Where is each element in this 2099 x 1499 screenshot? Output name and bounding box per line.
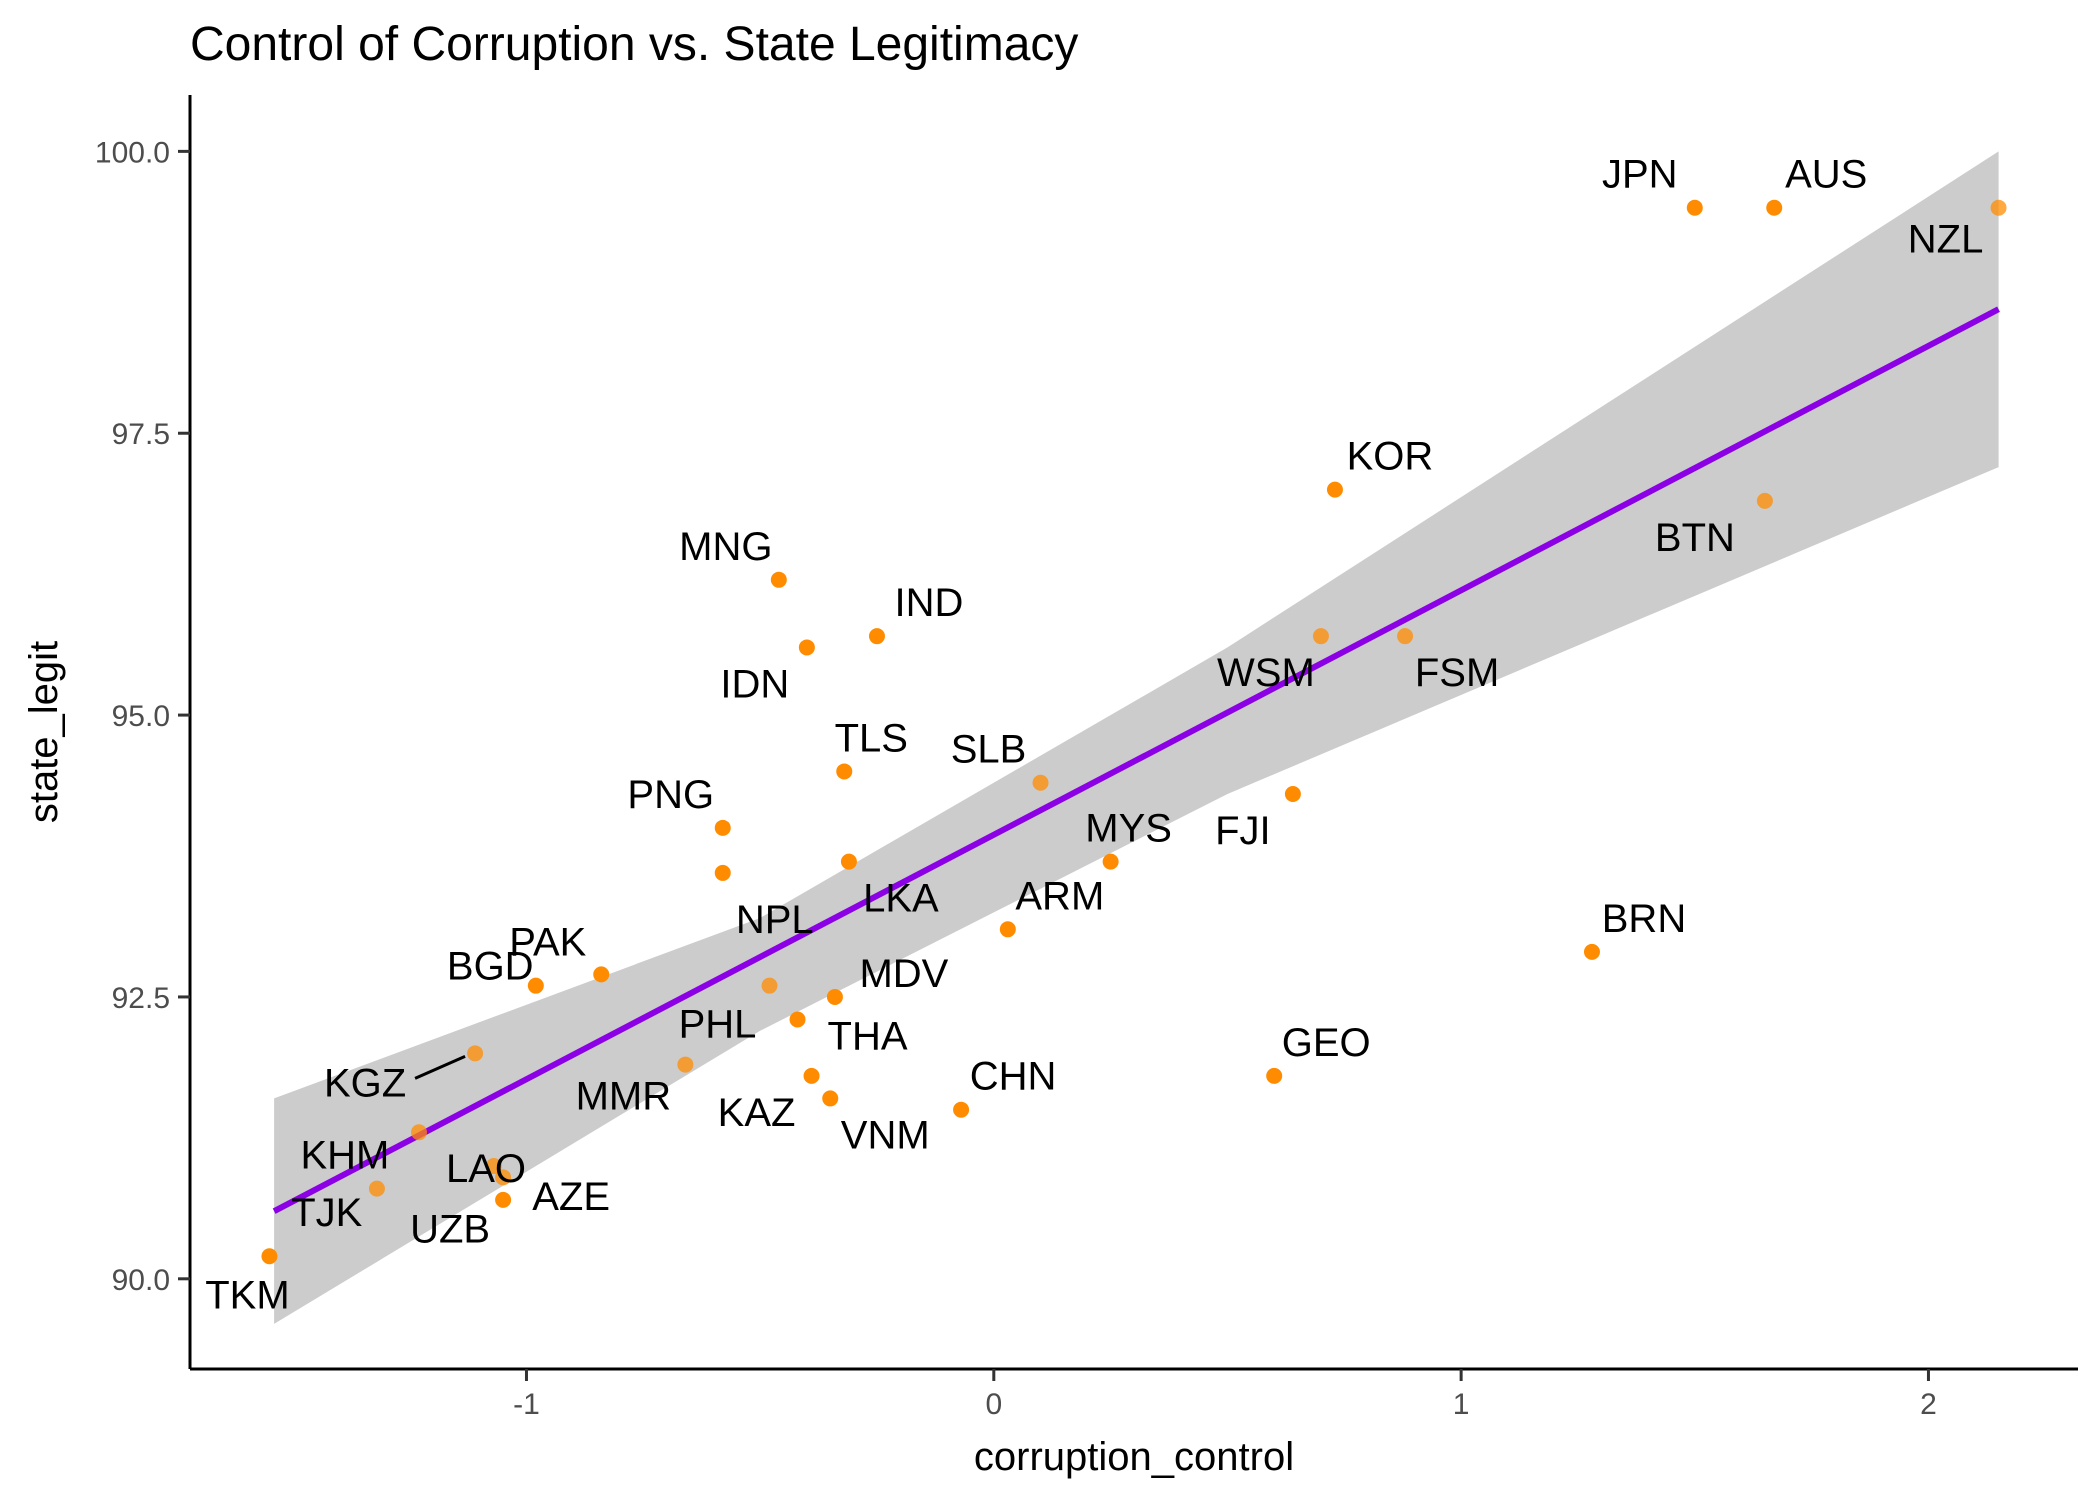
chart-title: Control of Corruption vs. State Legitima… — [190, 18, 1078, 71]
point-vnm — [822, 1090, 839, 1107]
point-label-arm: ARM — [1015, 874, 1104, 918]
point-tha — [789, 1011, 806, 1028]
point-tls — [836, 763, 853, 780]
y-tick-label: 97.5 — [112, 418, 170, 451]
point-label-mmr: MMR — [576, 1075, 672, 1119]
x-axis-ticks: -1 0 1 2 — [513, 1369, 1937, 1421]
point-mys — [1102, 853, 1119, 870]
x-axis-title: corruption_control — [974, 1435, 1294, 1479]
point-mdv — [826, 988, 843, 1005]
point-nzl — [1990, 199, 2007, 216]
point-khm — [368, 1180, 385, 1197]
point-jpn — [1686, 199, 1703, 216]
point-aze — [495, 1191, 512, 1208]
points-layer — [261, 199, 2007, 1265]
point-label-mys: MYS — [1085, 807, 1172, 851]
point-label-aus: AUS — [1785, 153, 1867, 197]
point-label-kaz: KAZ — [718, 1091, 796, 1135]
point-geo — [1266, 1067, 1283, 1084]
point-kgz — [467, 1045, 484, 1062]
point-tjk — [485, 1158, 502, 1175]
point-aus — [1766, 199, 1783, 216]
point-label-lka: LKA — [863, 877, 939, 921]
point-label-phl: PHL — [679, 1003, 757, 1047]
point-fji — [1284, 786, 1301, 803]
point-fsm — [1397, 628, 1414, 645]
point-label-fsm: FSM — [1415, 651, 1499, 695]
x-tick-label: 0 — [985, 1388, 1002, 1421]
point-label-idn: IDN — [720, 662, 789, 706]
point-kor — [1326, 481, 1343, 498]
point-kaz — [803, 1067, 820, 1084]
point-uzb — [495, 1169, 512, 1186]
point-label-tha: THA — [828, 1014, 908, 1058]
point-label-slb: SLB — [951, 728, 1027, 772]
point-label-mng: MNG — [679, 525, 772, 569]
point-phl — [761, 977, 778, 994]
point-label-nzl: NZL — [1908, 218, 1984, 262]
point-label-khm: KHM — [300, 1134, 389, 1178]
x-tick-label: 1 — [1453, 1388, 1470, 1421]
point-label-kgz: KGZ — [324, 1061, 406, 1105]
fit-line-layer — [272, 306, 2000, 1214]
point-label-bgd: BGD — [447, 944, 534, 988]
point-idn — [798, 639, 815, 656]
point-label-tkm: TKM — [205, 1273, 289, 1317]
y-axis-ticks: 90.0 92.5 95.0 97.5 100.0 — [95, 136, 190, 1297]
y-tick-label: 90.0 — [112, 1264, 170, 1297]
regression-line — [272, 306, 2000, 1214]
point-label-vnm: VNM — [841, 1113, 930, 1157]
point-mmr — [677, 1056, 694, 1073]
point-lao — [410, 1124, 427, 1141]
point-label-btn: BTN — [1655, 516, 1735, 560]
point-label-lao: LAO — [446, 1147, 526, 1191]
point-mng — [770, 571, 787, 588]
point-lka — [840, 853, 857, 870]
point-wsm — [1312, 628, 1329, 645]
point-label-tls: TLS — [835, 716, 908, 760]
x-tick-label: 2 — [1920, 1388, 1937, 1421]
point-label-brn: BRN — [1602, 897, 1686, 941]
confidence-band-layer — [274, 151, 1999, 1324]
point-slb — [1032, 774, 1049, 791]
point-label-fji: FJI — [1215, 809, 1271, 853]
point-arm — [999, 921, 1016, 938]
point-label-tjk: TJK — [291, 1191, 362, 1235]
point-label-geo: GEO — [1282, 1021, 1371, 1065]
point-label-uzb: UZB — [410, 1207, 490, 1251]
confidence-band — [274, 151, 1999, 1324]
point-npl — [714, 864, 731, 881]
y-tick-label: 100.0 — [95, 136, 170, 169]
point-labels-layer: JPN AUS NZL KOR BTN MNG IND IDN WSM FSM TLS SLB FJI P… — [205, 153, 1983, 1318]
point-label-kor: KOR — [1347, 435, 1434, 479]
point-label-wsm: WSM — [1217, 651, 1315, 695]
point-label-jpn: JPN — [1602, 153, 1678, 197]
y-tick-label: 95.0 — [112, 700, 170, 733]
point-bgd — [593, 966, 610, 983]
point-ind — [868, 628, 885, 645]
point-label-npl: NPL — [736, 898, 814, 942]
point-btn — [1756, 492, 1773, 509]
y-axis-title: state_legit — [22, 641, 66, 823]
x-tick-label: -1 — [513, 1388, 540, 1421]
point-brn — [1583, 943, 1600, 960]
point-label-pak: PAK — [509, 921, 586, 965]
point-label-chn: CHN — [970, 1055, 1057, 1099]
point-tkm — [261, 1248, 278, 1265]
point-label-mdv: MDV — [859, 952, 948, 996]
point-label-ind: IND — [895, 581, 964, 625]
point-label-png: PNG — [627, 773, 714, 817]
point-pak — [527, 977, 544, 994]
point-chn — [953, 1101, 970, 1118]
point-png — [714, 819, 731, 836]
kgz-leader-line — [414, 1054, 466, 1080]
point-label-aze: AZE — [532, 1175, 610, 1219]
y-tick-label: 92.5 — [112, 982, 170, 1015]
